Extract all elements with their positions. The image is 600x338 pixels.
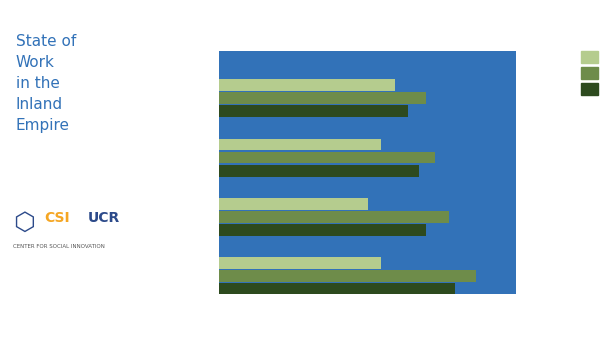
Bar	[219, 257, 381, 269]
Bar	[219, 283, 455, 295]
Bar	[219, 270, 476, 282]
Bar	[219, 79, 395, 91]
Bar	[219, 105, 408, 117]
Bar	[219, 198, 367, 210]
Bar	[219, 211, 449, 223]
Text: UCR: UCR	[88, 211, 120, 225]
Text: CSI: CSI	[44, 211, 70, 225]
Bar	[219, 224, 425, 236]
Text: Source: U.S. Census Bureau Small Area Income and Poverty Estimate Division: Source: U.S. Census Bureau Small Area In…	[168, 325, 442, 331]
Legend: 2007, 2010, 2016: 2007, 2010, 2016	[581, 51, 600, 95]
Text: POVERTY IN THE INLAND EMPIRE: POVERTY IN THE INLAND EMPIRE	[218, 20, 515, 35]
Text: ⬡: ⬡	[13, 211, 35, 235]
Text: CENTER FOR SOCIAL INNOVATION: CENTER FOR SOCIAL INNOVATION	[13, 244, 104, 249]
Bar	[219, 139, 381, 150]
Bar	[219, 92, 425, 104]
Bar	[219, 152, 435, 164]
Bar	[219, 165, 419, 176]
Text: State of
Work
in the
Inland
Empire: State of Work in the Inland Empire	[16, 34, 76, 133]
